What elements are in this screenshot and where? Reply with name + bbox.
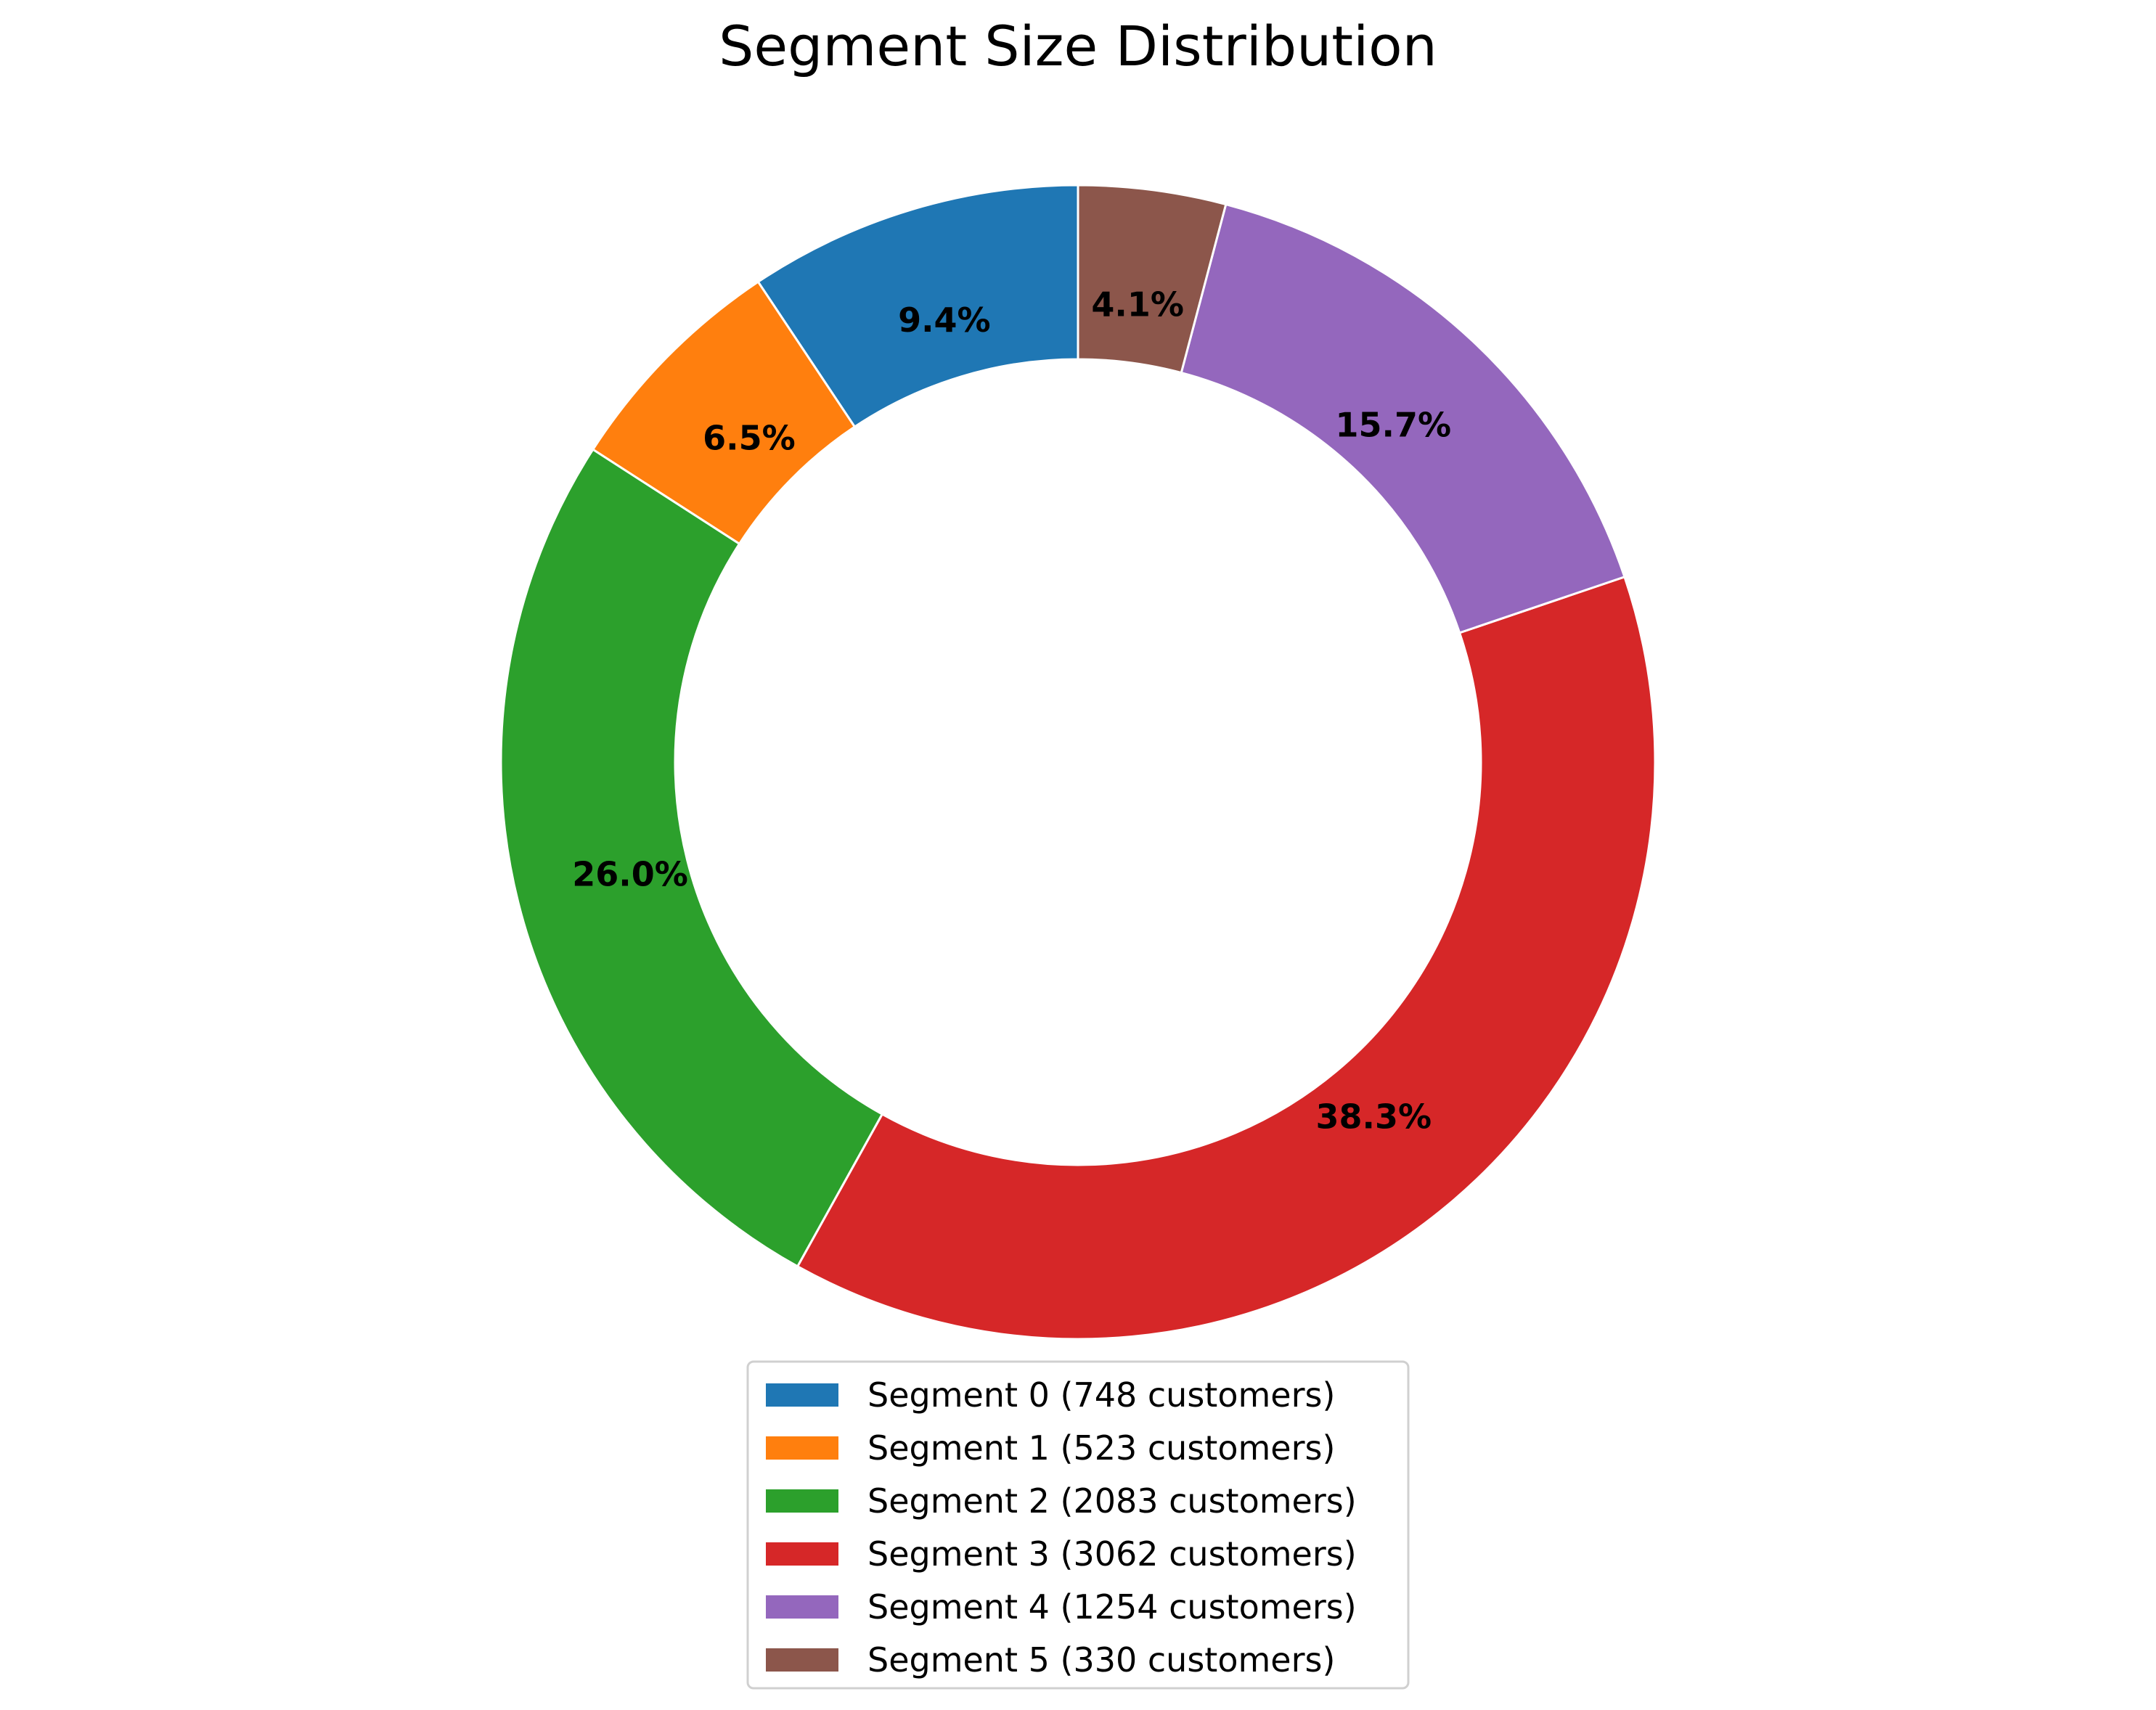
legend-label-segment-2: Segment 2 (2083 customers): [867, 1481, 1357, 1521]
slice-segment-2: [499, 448, 884, 1268]
slice-segment-5: [1077, 184, 1228, 375]
legend-frame: [746, 1360, 1410, 1690]
percentage-labels: 9.4% 6.5% 26.0% 38.3% 15.7% 4.1%: [572, 285, 1451, 1136]
legend-label-segment-1: Segment 1 (523 customers): [867, 1428, 1335, 1468]
legend: Segment 0 (748 customers) Segment 1 (523 …: [746, 1360, 1410, 1690]
legend-swatch-segment-1: [766, 1436, 838, 1460]
pct-label-segment-1: 6.5%: [703, 419, 796, 458]
legend-swatch-segment-2: [766, 1489, 838, 1513]
donut-slices: [499, 184, 1657, 1341]
pct-label-segment-4: 15.7%: [1335, 405, 1451, 444]
pct-label-segment-3: 38.3%: [1316, 1097, 1432, 1136]
legend-label-segment-3: Segment 3 (3062 customers): [867, 1534, 1357, 1574]
legend-swatch-segment-0: [766, 1383, 838, 1407]
legend-label-segment-5: Segment 5 (330 customers): [867, 1640, 1335, 1680]
pct-label-segment-0: 9.4%: [898, 300, 991, 340]
chart-title: Segment Size Distribution: [719, 14, 1437, 78]
slice-segment-3: [796, 575, 1657, 1341]
pct-label-segment-5: 4.1%: [1091, 285, 1184, 324]
legend-label-segment-0: Segment 0 (748 customers): [867, 1375, 1335, 1415]
pct-label-segment-2: 26.0%: [572, 855, 688, 894]
slice-segment-4: [1180, 202, 1626, 634]
legend-swatch-segment-4: [766, 1595, 838, 1619]
legend-swatch-segment-5: [766, 1648, 838, 1672]
legend-label-segment-4: Segment 4 (1254 customers): [867, 1587, 1357, 1627]
legend-swatch-segment-3: [766, 1542, 838, 1566]
